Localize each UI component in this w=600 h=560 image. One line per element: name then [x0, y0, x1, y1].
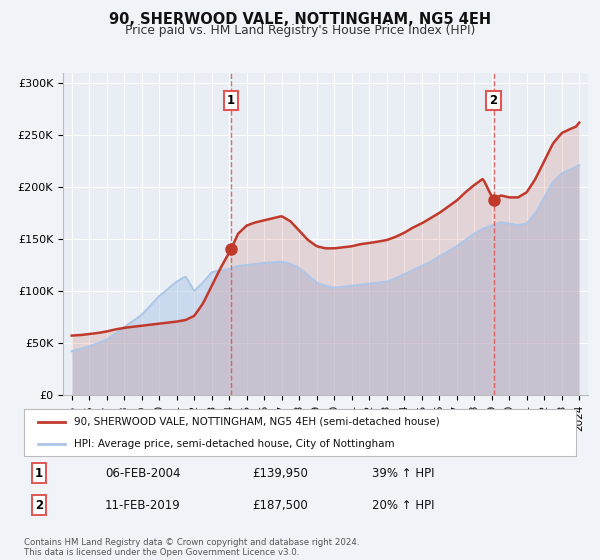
Text: 20% ↑ HPI: 20% ↑ HPI [372, 498, 434, 512]
Text: 1: 1 [227, 94, 235, 106]
Text: Contains HM Land Registry data © Crown copyright and database right 2024.
This d: Contains HM Land Registry data © Crown c… [24, 538, 359, 557]
Text: 90, SHERWOOD VALE, NOTTINGHAM, NG5 4EH (semi-detached house): 90, SHERWOOD VALE, NOTTINGHAM, NG5 4EH (… [74, 417, 439, 427]
Text: 1: 1 [35, 466, 43, 480]
Text: 90, SHERWOOD VALE, NOTTINGHAM, NG5 4EH: 90, SHERWOOD VALE, NOTTINGHAM, NG5 4EH [109, 12, 491, 27]
Text: £187,500: £187,500 [252, 498, 308, 512]
Text: £139,950: £139,950 [252, 466, 308, 480]
Text: 06-FEB-2004: 06-FEB-2004 [105, 466, 181, 480]
Text: HPI: Average price, semi-detached house, City of Nottingham: HPI: Average price, semi-detached house,… [74, 438, 394, 449]
Text: 2: 2 [35, 498, 43, 512]
Text: 39% ↑ HPI: 39% ↑ HPI [372, 466, 434, 480]
Text: 11-FEB-2019: 11-FEB-2019 [105, 498, 181, 512]
Text: Price paid vs. HM Land Registry's House Price Index (HPI): Price paid vs. HM Land Registry's House … [125, 24, 475, 37]
Text: 2: 2 [490, 94, 497, 106]
